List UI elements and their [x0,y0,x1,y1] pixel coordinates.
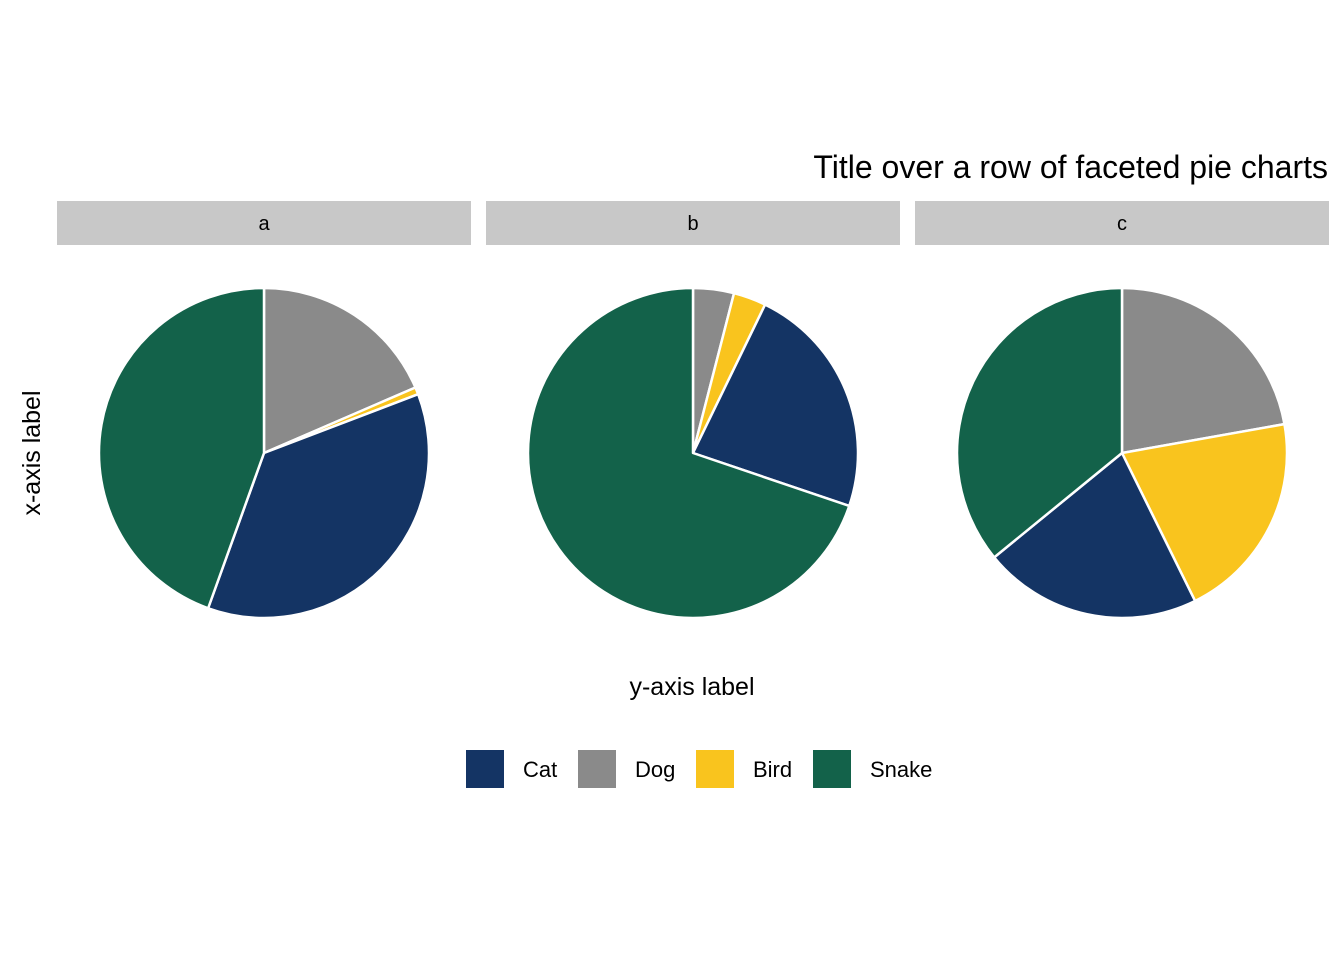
legend-key-snake [813,750,851,788]
pie-slice-a-snake [97,286,266,610]
facet-strip-label: b [687,213,698,235]
facet-panel-a: a [57,201,471,620]
legend-label-dog: Dog [635,757,675,782]
legend-item-cat: Cat [466,750,557,788]
pie-slice-a-dog [262,286,417,455]
pie-slice-c-bird [1120,422,1289,603]
facet-strip [57,201,471,245]
legend-key-bird [696,750,734,788]
pie-slice-c-dog [1120,286,1286,455]
legend-key-dog [578,750,616,788]
facet-panel-b: b [486,201,900,620]
facet-panel-c: c [915,201,1329,620]
legend-item-bird: Bird [696,750,792,788]
legend-label-cat: Cat [523,757,557,782]
legend-label-snake: Snake [870,757,932,782]
facet-strip-label: a [258,213,270,235]
legend-item-dog: Dog [578,750,675,788]
y-axis-title: x-axis label [18,390,46,515]
facet-strip-label: c [1117,213,1127,235]
legend: Cat Dog Bird Snake [466,750,932,788]
pie-slice-b-snake [526,286,851,620]
facet-strip [486,201,900,245]
pie-slice-c-cat [992,451,1197,620]
legend-key-cat [466,750,504,788]
x-axis-title: y-axis label [629,673,754,701]
facet-strip [915,201,1329,245]
facet-panels: a b c [57,201,1329,620]
pie-slice-c-snake [955,286,1124,559]
chart-title: Title over a row of faceted pie charts [813,149,1328,185]
legend-item-snake: Snake [813,750,932,788]
pie-slice-a-cat [206,392,431,620]
pie-slice-b-cat [691,303,860,508]
legend-label-bird: Bird [753,757,792,782]
